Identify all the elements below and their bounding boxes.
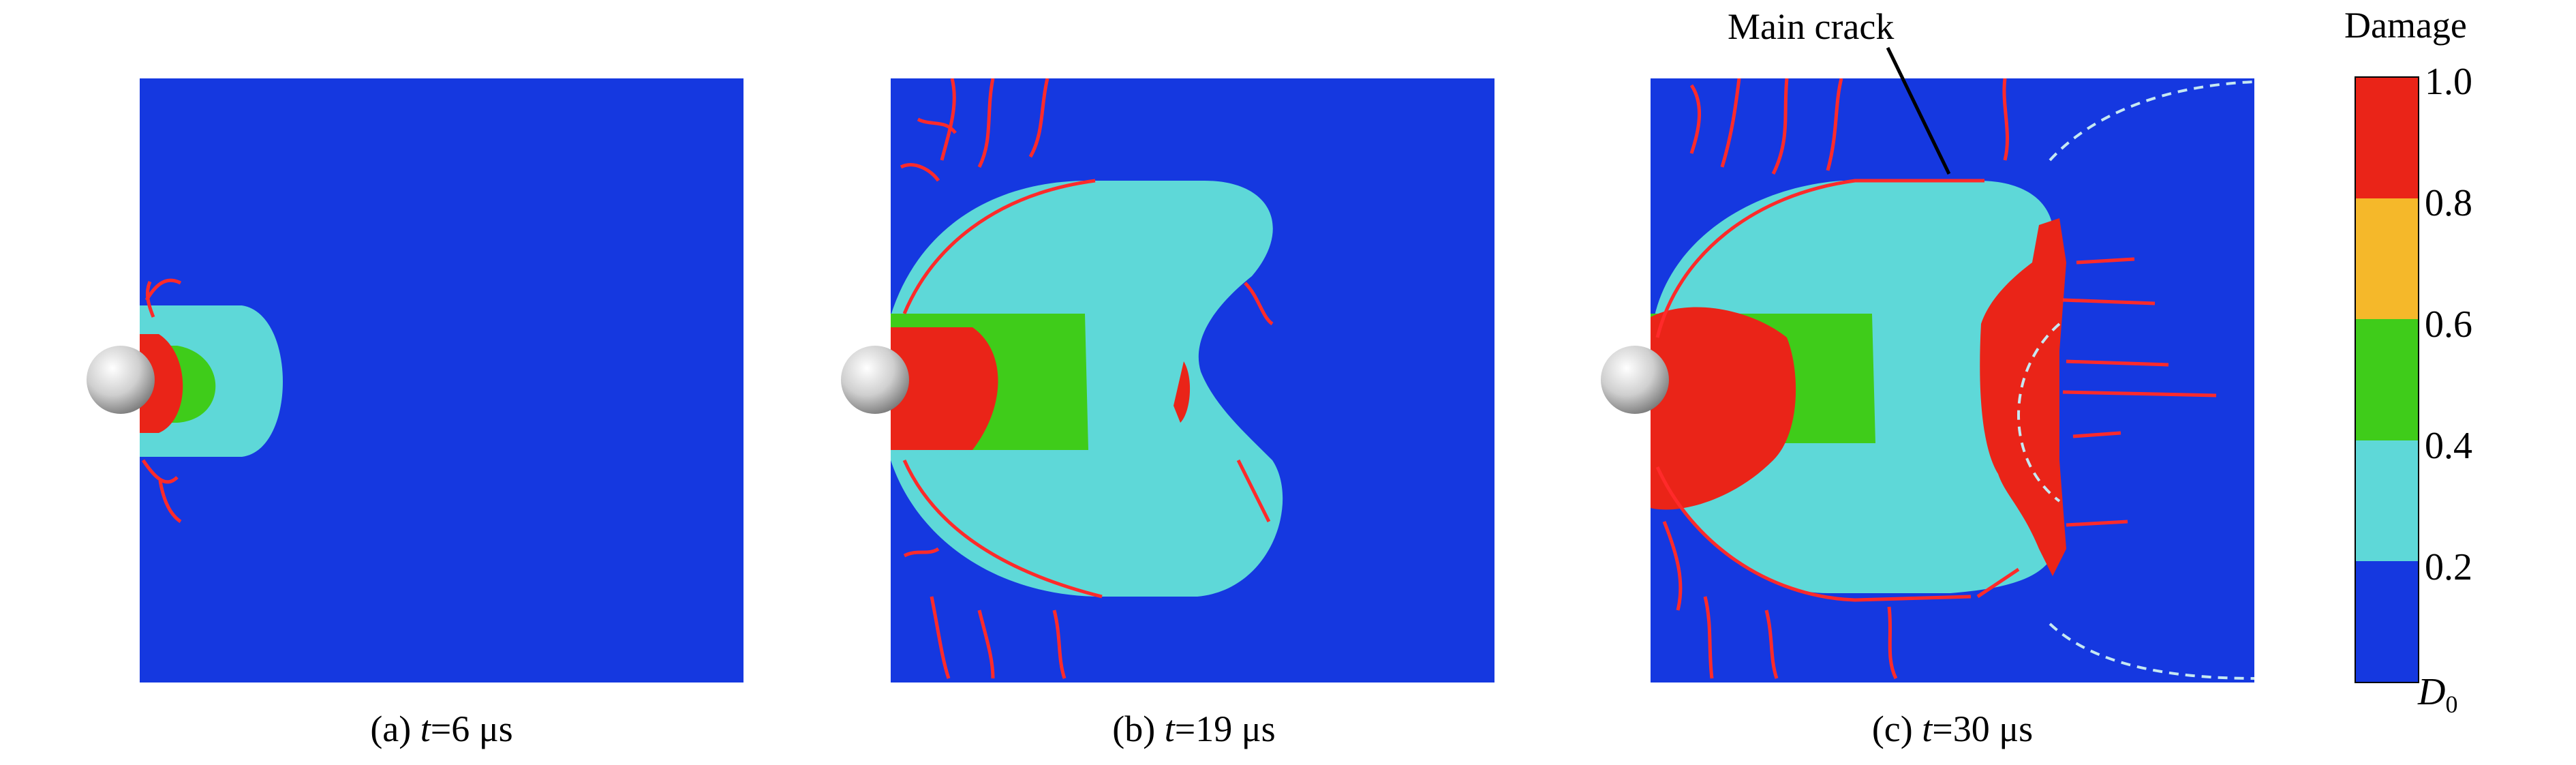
crack-lines: [900, 78, 1274, 679]
damage-patch: [1174, 361, 1191, 423]
colorbar-level-2: [2356, 198, 2418, 320]
caption-b: (b) t=19 μs: [1112, 708, 1276, 749]
caption-a: (a) t=6 μs: [370, 708, 513, 749]
dashed-front-inner: [2017, 322, 2061, 502]
colorbar-min-label: D0: [2418, 671, 2458, 719]
caption-c: (c) t=30 μs: [1871, 708, 2034, 749]
colorbar-tick-2: 0.8: [2425, 182, 2472, 224]
colorbar-level-4: [2356, 440, 2418, 561]
colorbar-tick-5: 0.2: [2425, 546, 2472, 588]
colorbar-level-5: [2356, 560, 2418, 682]
colorbar-level-1: [2356, 78, 2418, 199]
projectile-sphere-b: [840, 344, 911, 419]
projectile-sphere-a: [85, 344, 157, 419]
colorbar-title: Damage: [2344, 5, 2467, 46]
crack-lines: [141, 278, 182, 524]
crack-lines: [1655, 78, 2217, 680]
main-crack-label: Main crack: [1728, 6, 1895, 47]
damage-map-t6: [140, 78, 743, 682]
colorbar: [2355, 76, 2419, 683]
projectile-sphere-c: [1599, 344, 1671, 419]
dashed-front-outer: [2049, 80, 2254, 680]
damage-zone-red: [891, 327, 998, 450]
colorbar-tick-1: 1.0: [2425, 61, 2472, 103]
damage-zone-red: [1651, 307, 1796, 510]
colorbar-level-3: [2356, 319, 2418, 440]
main-crack-leader: [1886, 46, 1951, 175]
colorbar-tick-3: 0.6: [2425, 303, 2472, 346]
damage-map-t30: [1651, 78, 2254, 682]
damage-zone-red: [140, 334, 183, 433]
colorbar-tick-4: 0.4: [2425, 425, 2472, 467]
damage-map-t19: [891, 78, 1494, 682]
